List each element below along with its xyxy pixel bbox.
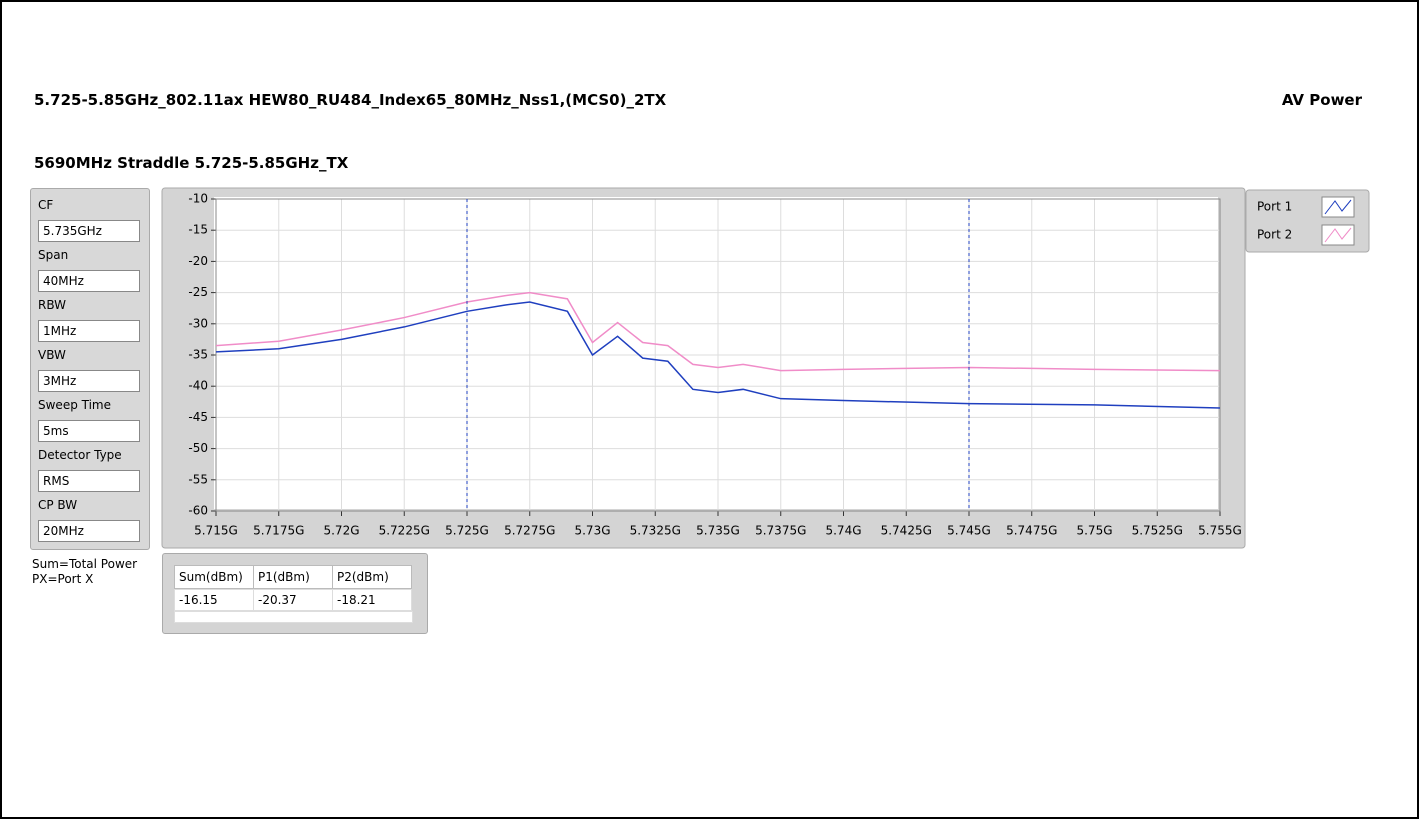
y-tick-label: -10 xyxy=(188,192,208,206)
x-tick-label: 5.755G xyxy=(1198,524,1242,538)
x-tick-label: 5.735G xyxy=(696,524,740,538)
setting-label: Span xyxy=(38,248,69,262)
x-tick-label: 5.725G xyxy=(445,524,489,538)
y-tick-label: -20 xyxy=(188,254,208,268)
table-header: Sum(dBm) xyxy=(174,565,254,589)
setting-label: Sweep Time xyxy=(38,398,111,412)
x-tick-label: 5.72G xyxy=(323,524,359,538)
table-header: P1(dBm) xyxy=(253,565,333,589)
x-tick-label: 5.7225G xyxy=(379,524,430,538)
x-tick-label: 5.7275G xyxy=(504,524,555,538)
legend-swatch xyxy=(1324,227,1352,243)
legend-swatch-box xyxy=(1321,224,1355,246)
legend-swatch-box xyxy=(1321,196,1355,218)
table-empty-row xyxy=(174,611,413,623)
title: 5.725-5.85GHz_802.11ax HEW80_RU484_Index… xyxy=(34,91,667,109)
table-header: P2(dBm) xyxy=(332,565,412,589)
y-tick-label: -45 xyxy=(188,410,208,424)
plot-area xyxy=(214,197,1218,509)
x-tick-label: 5.745G xyxy=(947,524,991,538)
setting-value: 3MHz xyxy=(38,370,140,392)
x-tick-label: 5.73G xyxy=(574,524,610,538)
note: PX=Port X xyxy=(32,572,94,586)
setting-label: RBW xyxy=(38,298,67,312)
x-tick-label: 5.7375G xyxy=(755,524,806,538)
setting-label: CF xyxy=(38,198,54,212)
setting-value: RMS xyxy=(38,470,140,492)
setting-label: CP BW xyxy=(38,498,78,512)
x-tick-label: 5.7325G xyxy=(630,524,681,538)
plot-border xyxy=(215,198,1221,512)
setting-value: 20MHz xyxy=(38,520,140,542)
setting-value: 40MHz xyxy=(38,270,140,292)
note: Sum=Total Power xyxy=(32,557,138,571)
y-tick-label: -35 xyxy=(188,348,208,362)
setting-value: 1MHz xyxy=(38,320,140,342)
x-tick-label: 5.74G xyxy=(825,524,861,538)
setting-label: Detector Type xyxy=(38,448,122,462)
setting-value: 5ms xyxy=(38,420,140,442)
setting-label: VBW xyxy=(38,348,66,362)
y-tick-label: -25 xyxy=(188,285,208,299)
x-tick-label: 5.7525G xyxy=(1132,524,1183,538)
x-tick-label: 5.7175G xyxy=(253,524,304,538)
subtitle: 5690MHz Straddle 5.725-5.85GHz_TX xyxy=(34,154,349,172)
table-cell: -18.21 xyxy=(332,589,412,611)
y-tick-label: -60 xyxy=(188,504,208,518)
legend-swatch xyxy=(1324,199,1352,215)
x-tick-label: 5.7425G xyxy=(881,524,932,538)
table-cell: -20.37 xyxy=(253,589,333,611)
series-line xyxy=(215,291,1221,372)
legend-label: Port 1 xyxy=(1257,200,1292,214)
table-cell: -16.15 xyxy=(174,589,254,611)
setting-value: 5.735GHz xyxy=(38,220,140,242)
y-tick-label: -50 xyxy=(188,441,208,455)
y-tick-label: -55 xyxy=(188,472,208,486)
series-line xyxy=(215,301,1221,409)
legend-label: Port 2 xyxy=(1257,228,1292,242)
x-tick-label: 5.75G xyxy=(1076,524,1112,538)
x-tick-label: 5.7475G xyxy=(1006,524,1057,538)
mode: AV Power xyxy=(1281,91,1362,109)
y-tick-label: -30 xyxy=(188,316,208,330)
y-tick-label: -15 xyxy=(188,223,208,237)
y-tick-label: -40 xyxy=(188,379,208,393)
x-tick-label: 5.715G xyxy=(194,524,238,538)
